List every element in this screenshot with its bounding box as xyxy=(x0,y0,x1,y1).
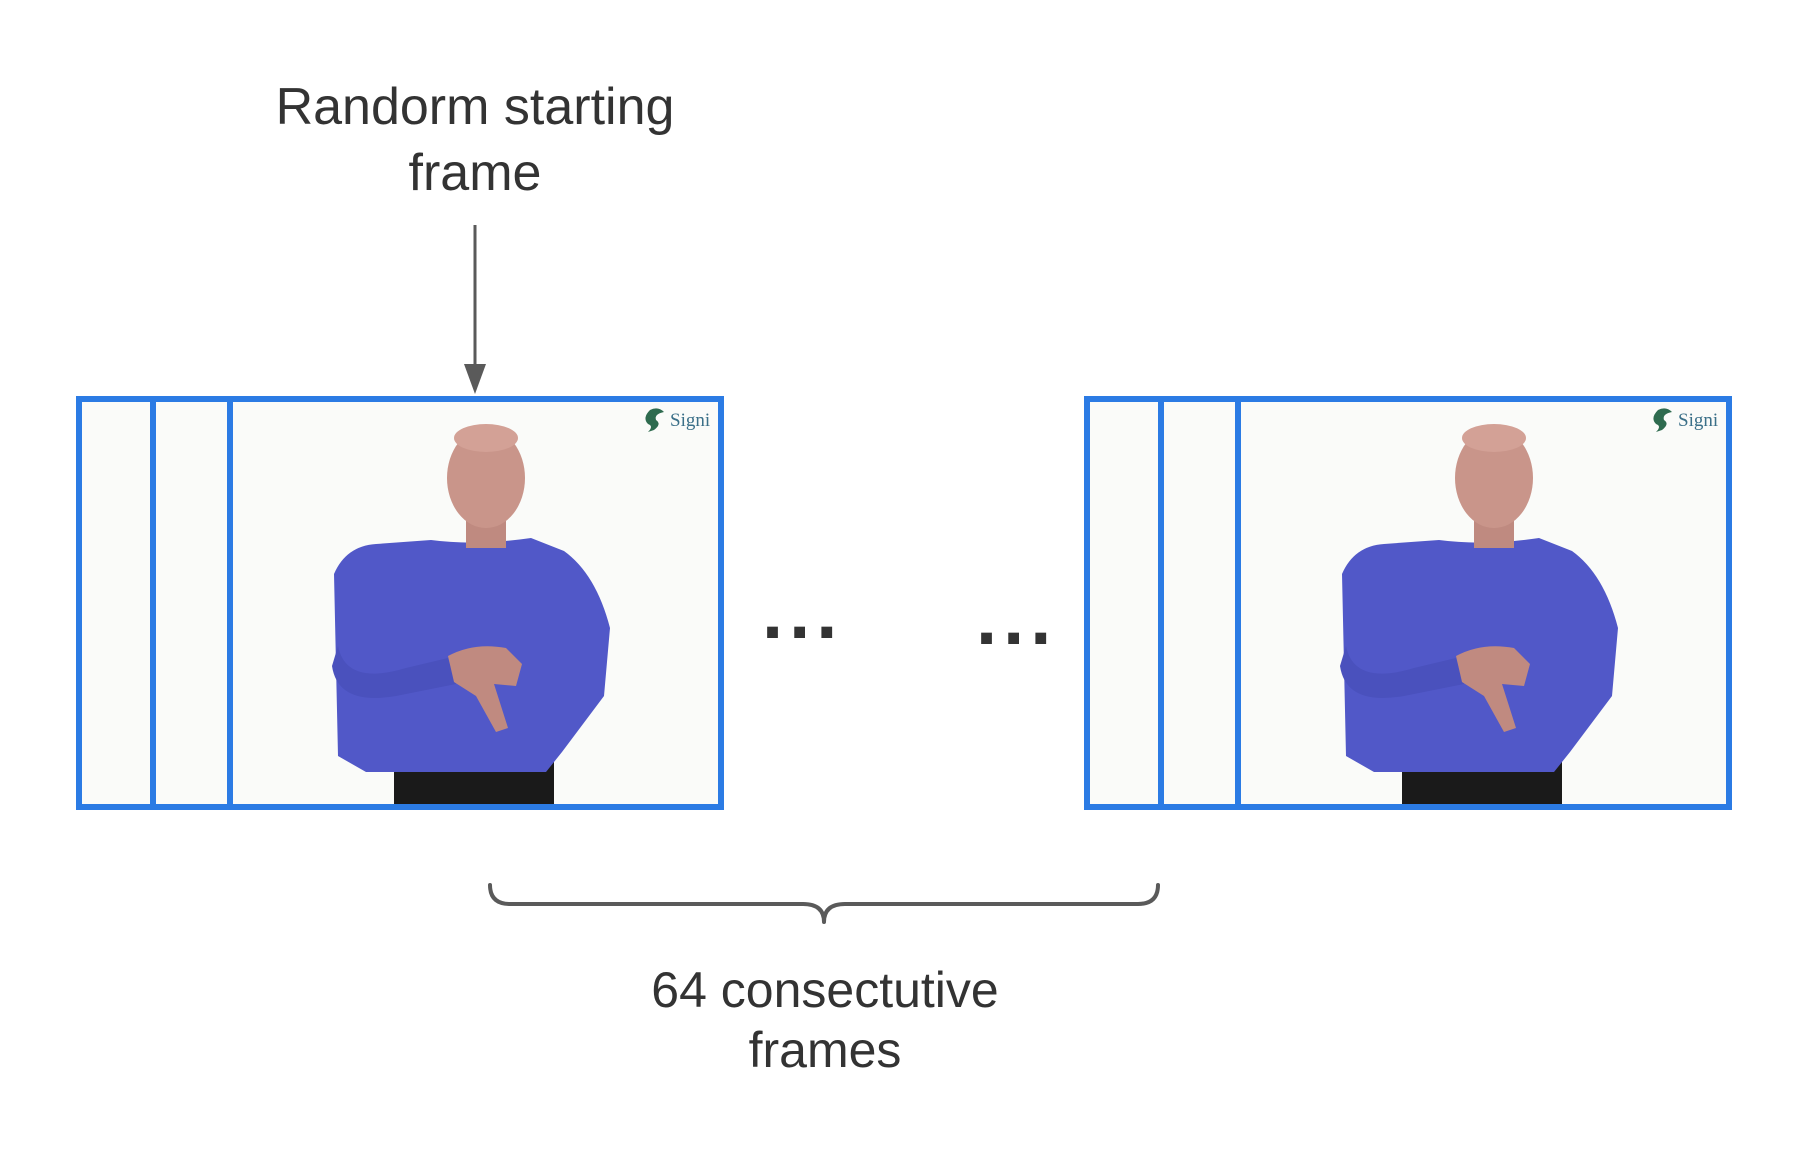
signer-figure xyxy=(1340,424,1618,810)
start-frame-label-line-1: Randorm starting xyxy=(275,78,675,136)
ellipsis-right: ... xyxy=(976,576,1058,661)
consecutive-frames-label-line-2: frames xyxy=(748,1022,902,1078)
watermark-text: Signi xyxy=(670,410,710,431)
frame-strip-start: Signi xyxy=(76,396,724,810)
curly-brace-icon xyxy=(488,883,1160,924)
watermark-text: Signi xyxy=(1678,410,1718,431)
consecutive-frames-label: 64 consectutive frames xyxy=(600,960,1050,1080)
start-frame-label: Randorm starting frame xyxy=(225,74,725,206)
logo-icon xyxy=(645,408,664,432)
ellipsis-left: ... xyxy=(762,570,844,655)
consecutive-frames-label-line-1: 64 consectutive xyxy=(651,962,999,1018)
logo-icon xyxy=(1653,408,1672,432)
frame-strip-end: Signi xyxy=(1084,396,1732,810)
signer-figure xyxy=(332,424,610,810)
down-arrow-icon xyxy=(464,225,486,394)
start-frame-label-line-2: frame xyxy=(408,144,542,202)
